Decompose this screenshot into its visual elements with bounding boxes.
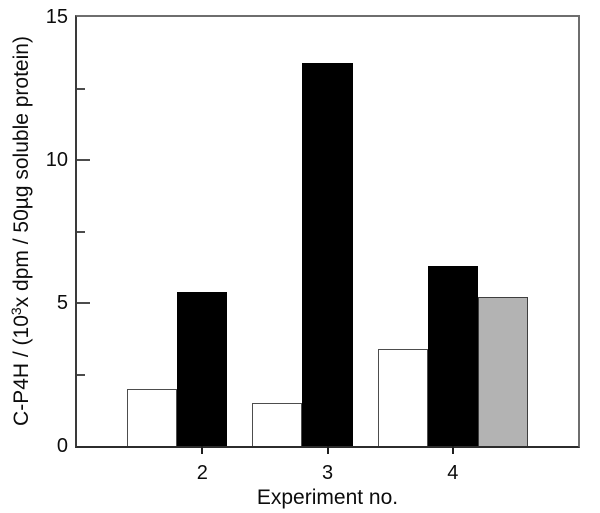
bar-exp3-white-bar (252, 403, 303, 446)
bar-exp4-gray-bar (477, 297, 528, 446)
bar-exp2-white-bar (127, 388, 178, 446)
y-axis-label: C-P4H / (103x dpm / 50µg soluble protein… (8, 1, 35, 461)
y-axis-tick (77, 230, 85, 233)
bar-exp3-black-bar (302, 62, 353, 446)
bar-exp4-white-bar (377, 348, 428, 446)
x-axis-tick (451, 446, 454, 454)
y-axis-tick (77, 159, 90, 161)
y-axis-tick (77, 302, 90, 304)
y-axis-tick (77, 373, 85, 376)
x-tick-label-4: 4 (447, 462, 459, 484)
y-axis-tick (77, 87, 85, 90)
y-tick-label-15: 15 (45, 6, 68, 28)
y-axis-label-text: C-P4H / (10 (10, 315, 33, 426)
bar-exp2-black-bar (177, 291, 228, 446)
x-tick-label-3: 3 (321, 462, 334, 484)
y-tick-label-10: 10 (45, 149, 68, 171)
x-tick-label-2: 2 (196, 462, 208, 484)
y-tick-label-5: 5 (56, 292, 68, 314)
x-axis-label: Experiment no. (256, 486, 399, 509)
y-axis-label-text: x dpm / 50µg soluble protein) (10, 36, 33, 308)
bar-exp4-black-bar (427, 265, 478, 446)
x-axis-tick (201, 446, 204, 454)
plot-area (75, 15, 580, 448)
y-tick-label-0: 0 (56, 435, 68, 457)
x-axis-tick (326, 446, 329, 454)
